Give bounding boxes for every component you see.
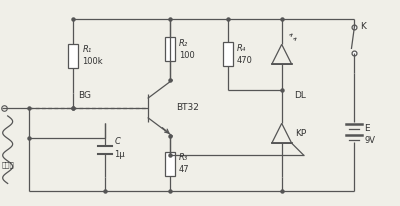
Bar bbox=[223, 42, 233, 66]
Text: BG: BG bbox=[78, 91, 92, 100]
Text: BT32: BT32 bbox=[176, 103, 199, 112]
Text: 1μ: 1μ bbox=[114, 150, 125, 159]
Text: 100k: 100k bbox=[82, 57, 103, 66]
Text: 470: 470 bbox=[237, 56, 253, 65]
Bar bbox=[165, 37, 175, 61]
Text: 9V: 9V bbox=[364, 136, 376, 145]
Text: R₄: R₄ bbox=[237, 44, 246, 53]
Text: E: E bbox=[364, 124, 370, 133]
Text: R₃: R₃ bbox=[179, 153, 188, 162]
Text: K: K bbox=[360, 22, 366, 32]
Text: DL: DL bbox=[294, 91, 306, 100]
Text: 100: 100 bbox=[179, 51, 195, 60]
Text: C: C bbox=[114, 137, 120, 146]
Text: KP: KP bbox=[295, 129, 306, 138]
Text: R₂: R₂ bbox=[179, 39, 188, 48]
Bar bbox=[68, 44, 78, 68]
Bar bbox=[165, 152, 175, 176]
Text: R₁: R₁ bbox=[82, 45, 92, 54]
Text: 细铜丝: 细铜丝 bbox=[2, 162, 14, 168]
Text: 47: 47 bbox=[179, 165, 190, 174]
